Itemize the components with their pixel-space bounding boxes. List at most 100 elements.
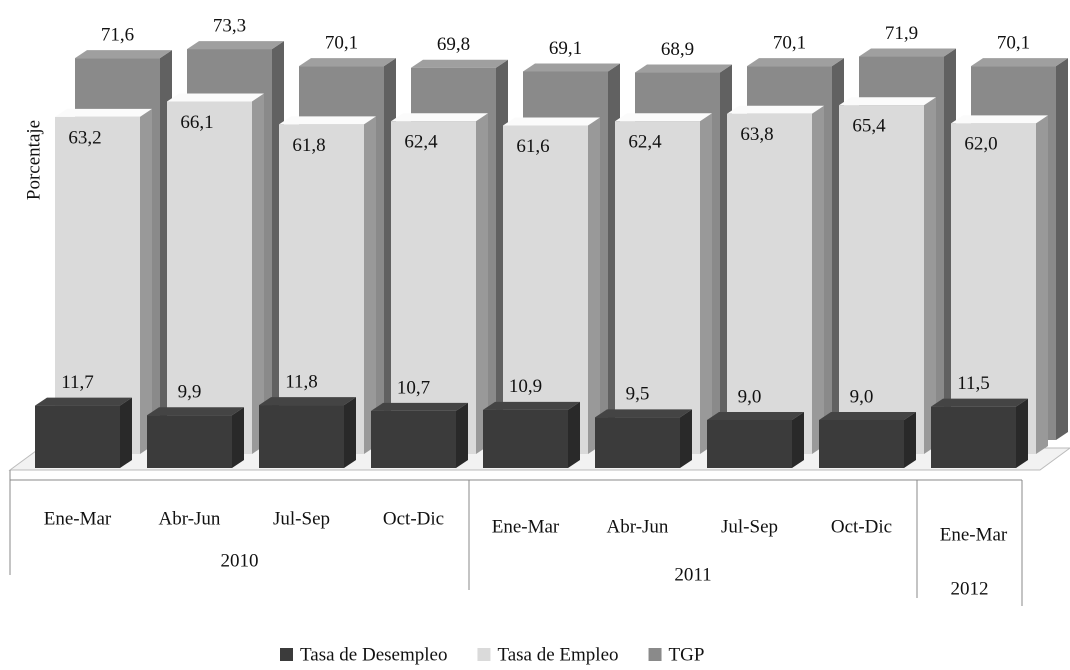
- bar: [371, 410, 456, 468]
- x-tick-label: Jul-Sep: [721, 516, 778, 537]
- value-label: 11,5: [957, 373, 990, 394]
- bar-top: [931, 398, 1028, 407]
- bar-top: [951, 115, 1048, 124]
- value-label: 66,1: [180, 112, 213, 133]
- legend-label: TGP: [669, 644, 705, 665]
- bar: [931, 406, 1016, 468]
- bar-side: [924, 97, 936, 454]
- bar-top: [187, 41, 284, 50]
- legend-swatch: [477, 648, 491, 661]
- bar-side: [1036, 115, 1048, 454]
- value-label: 73,3: [213, 15, 246, 36]
- bar: [595, 417, 680, 468]
- bar-top: [635, 64, 732, 73]
- value-label: 71,6: [101, 24, 134, 45]
- bar-side: [344, 397, 356, 468]
- bar: [819, 420, 904, 468]
- group-label: 2010: [221, 550, 259, 571]
- bar: [259, 405, 344, 468]
- value-label: 69,1: [549, 38, 582, 59]
- bar: [839, 105, 924, 454]
- bar: [727, 113, 812, 454]
- bar-top: [839, 97, 936, 106]
- y-axis-label: Porcentaje: [23, 120, 44, 200]
- bar-top: [523, 63, 620, 72]
- bar-side: [120, 397, 132, 468]
- bar-side: [1056, 58, 1068, 441]
- x-tick-label: Oct-Dic: [831, 516, 892, 537]
- value-label: 62,0: [964, 134, 997, 155]
- bar-top: [411, 59, 508, 68]
- bar-top: [727, 105, 824, 114]
- bar-top: [55, 108, 152, 117]
- value-label: 61,8: [292, 135, 325, 156]
- value-label: 9,5: [626, 384, 650, 405]
- value-label: 65,4: [852, 116, 886, 137]
- bar-side: [140, 108, 152, 454]
- bar-top: [167, 93, 264, 102]
- bar-top: [971, 58, 1068, 67]
- value-label: 61,6: [516, 136, 549, 157]
- bar-side: [812, 105, 824, 454]
- value-label: 62,4: [628, 132, 662, 153]
- bar-top: [819, 412, 916, 420]
- x-tick-label: Abr-Jun: [159, 508, 221, 529]
- bar-top: [299, 58, 396, 67]
- value-label: 62,4: [404, 132, 438, 153]
- bar-top: [371, 402, 468, 411]
- bar: [147, 415, 232, 468]
- value-label: 63,2: [68, 127, 101, 148]
- bar-top: [707, 412, 804, 420]
- value-label: 11,7: [61, 372, 94, 393]
- bar-top: [483, 401, 580, 410]
- bar-top: [391, 113, 488, 122]
- bar: [503, 125, 588, 454]
- value-label: 71,9: [885, 23, 918, 44]
- x-tick-label: Abr-Jun: [607, 516, 669, 537]
- bar-top: [503, 117, 600, 126]
- bar-side: [904, 412, 916, 468]
- bar-side: [568, 401, 580, 468]
- x-tick-label: Ene-Mar: [492, 516, 560, 537]
- legend-swatch: [648, 648, 662, 661]
- value-label: 70,1: [325, 32, 358, 53]
- value-label: 70,1: [773, 32, 806, 53]
- bar-side: [1016, 398, 1028, 468]
- value-label: 9,0: [850, 386, 874, 407]
- bar-side: [792, 412, 804, 468]
- x-tick-label: Ene-Mar: [940, 524, 1008, 545]
- value-label: 68,9: [661, 39, 694, 60]
- bar-side: [456, 402, 468, 468]
- x-tick-label: Ene-Mar: [44, 508, 112, 529]
- value-label: 9,0: [738, 386, 762, 407]
- bar-side: [252, 93, 264, 454]
- bar-top: [595, 409, 692, 418]
- bar: [615, 121, 700, 454]
- bar-top: [859, 48, 956, 57]
- bar: [391, 121, 476, 454]
- value-label: 10,9: [509, 376, 542, 397]
- bar-top: [747, 58, 844, 67]
- bar-side: [700, 113, 712, 454]
- legend-label: Tasa de Desempleo: [300, 644, 447, 665]
- bar-side: [476, 113, 488, 454]
- group-label: 2012: [951, 578, 989, 599]
- x-tick-label: Jul-Sep: [273, 508, 330, 529]
- value-label: 10,7: [397, 377, 430, 398]
- bar-top: [147, 407, 244, 416]
- bar-top: [75, 50, 172, 59]
- bar: [167, 101, 252, 454]
- value-label: 11,8: [285, 371, 318, 392]
- bar-side: [680, 409, 692, 468]
- value-label: 69,8: [437, 34, 470, 55]
- value-label: 63,8: [740, 124, 773, 145]
- bar-side: [232, 407, 244, 468]
- bar-top: [35, 397, 132, 406]
- group-label: 2011: [674, 564, 711, 585]
- bar-top: [279, 116, 376, 125]
- bar-top: [615, 113, 712, 122]
- bar: [707, 420, 792, 468]
- x-tick-label: Oct-Dic: [383, 508, 444, 529]
